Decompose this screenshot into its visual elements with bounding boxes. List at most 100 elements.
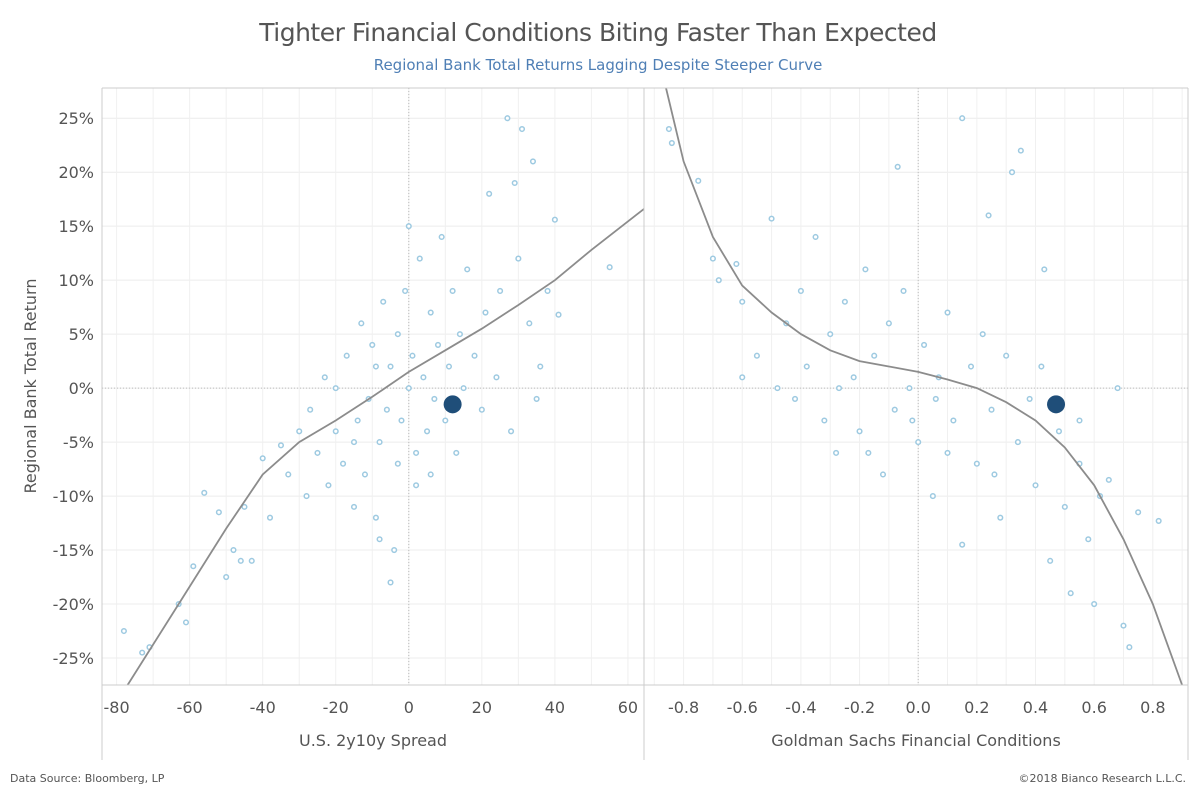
- data-point: [376, 536, 383, 543]
- data-point: [544, 287, 551, 295]
- data-point: [1085, 536, 1092, 543]
- data-point: [950, 417, 957, 424]
- data-point: [456, 331, 463, 338]
- data-point: [709, 255, 716, 262]
- data-point: [733, 260, 740, 268]
- data-point: [215, 509, 222, 516]
- data-point: [508, 428, 515, 435]
- data-point: [774, 385, 781, 392]
- data-point: [739, 374, 746, 381]
- y-tick-label: 10%: [58, 271, 94, 290]
- data-point: [372, 363, 379, 370]
- data-point: [856, 428, 863, 435]
- data-point: [413, 449, 420, 456]
- trend-line: [126, 208, 645, 686]
- y-tick-label: -5%: [63, 433, 94, 452]
- y-tick-label: 5%: [69, 325, 94, 344]
- data-point: [332, 428, 339, 435]
- data-point: [1038, 363, 1045, 370]
- data-point: [833, 449, 840, 456]
- data-point: [394, 331, 401, 338]
- data-point: [372, 514, 379, 521]
- data-point: [555, 311, 562, 318]
- data-point: [431, 395, 438, 402]
- data-point: [835, 385, 843, 392]
- chart-subtitle: Regional Bank Total Returns Lagging Desp…: [373, 56, 823, 74]
- data-point: [537, 363, 544, 370]
- data-point: [909, 417, 916, 424]
- data-point: [413, 482, 420, 489]
- data-point: [402, 287, 409, 295]
- data-point: [325, 482, 332, 489]
- data-point: [944, 309, 951, 316]
- data-point: [354, 417, 361, 424]
- data-point: [1067, 590, 1074, 597]
- x-tick-label: 0.4: [1023, 698, 1048, 717]
- data-point: [551, 216, 558, 223]
- data-point: [434, 341, 442, 348]
- y-tick-label: 0%: [69, 379, 94, 398]
- data-point: [900, 287, 907, 295]
- data-point: [871, 352, 878, 359]
- y-tick-label: -20%: [53, 595, 94, 614]
- x-tick-label: 0: [404, 698, 414, 717]
- data-point: [361, 471, 369, 478]
- data-point: [387, 363, 394, 370]
- data-point: [486, 190, 493, 197]
- data-point: [424, 428, 431, 435]
- data-point: [504, 115, 511, 122]
- x-tick-label: -0.8: [668, 698, 699, 717]
- data-point: [350, 503, 358, 510]
- x-tick-label: 40: [545, 698, 565, 717]
- data-point: [248, 557, 255, 564]
- highlight-point: [443, 395, 462, 414]
- data-point: [223, 573, 230, 581]
- data-point: [303, 493, 310, 500]
- data-point: [398, 417, 405, 424]
- data-point: [478, 406, 485, 413]
- data-point: [307, 406, 314, 413]
- data-point: [865, 449, 872, 456]
- data-point: [526, 320, 533, 327]
- data-point: [182, 619, 190, 626]
- data-point: [296, 428, 303, 435]
- data-point: [120, 627, 127, 635]
- data-source: Data Source: Bloomberg, LP: [10, 772, 165, 785]
- data-point: [340, 460, 347, 467]
- data-point: [1135, 509, 1142, 516]
- data-point: [533, 395, 540, 402]
- data-point: [321, 374, 328, 381]
- data-point: [409, 352, 416, 359]
- data-point: [350, 439, 358, 446]
- data-point: [394, 460, 401, 467]
- chart-title: Tighter Financial Conditions Biting Fast…: [259, 18, 937, 47]
- data-point: [529, 158, 537, 165]
- data-point: [921, 341, 928, 348]
- x-tick-label: -20: [323, 698, 349, 717]
- data-point: [358, 320, 365, 327]
- y-tick-label: 25%: [58, 109, 94, 128]
- data-point: [190, 563, 197, 570]
- data-point: [445, 363, 453, 370]
- data-point: [383, 406, 390, 413]
- x-tick-label: 20: [472, 698, 492, 717]
- data-point: [1076, 417, 1083, 424]
- data-point: [416, 255, 423, 262]
- y-tick-label: -25%: [53, 649, 94, 668]
- x-tick-label: 0.6: [1081, 698, 1106, 717]
- data-point: [1026, 395, 1033, 402]
- data-point: [511, 179, 518, 187]
- y-axis-label: Regional Bank Total Return: [21, 279, 40, 494]
- x-tick-label: -0.2: [844, 698, 875, 717]
- data-point: [1041, 266, 1048, 273]
- x-tick-label: -0.6: [727, 698, 758, 717]
- data-point: [391, 547, 398, 554]
- x-tick-label: -60: [177, 698, 203, 717]
- x-tick-label: -40: [250, 698, 276, 717]
- data-point: [449, 287, 456, 295]
- data-point: [997, 514, 1004, 521]
- data-point: [959, 115, 966, 122]
- data-point: [979, 331, 986, 338]
- data-point: [944, 449, 951, 456]
